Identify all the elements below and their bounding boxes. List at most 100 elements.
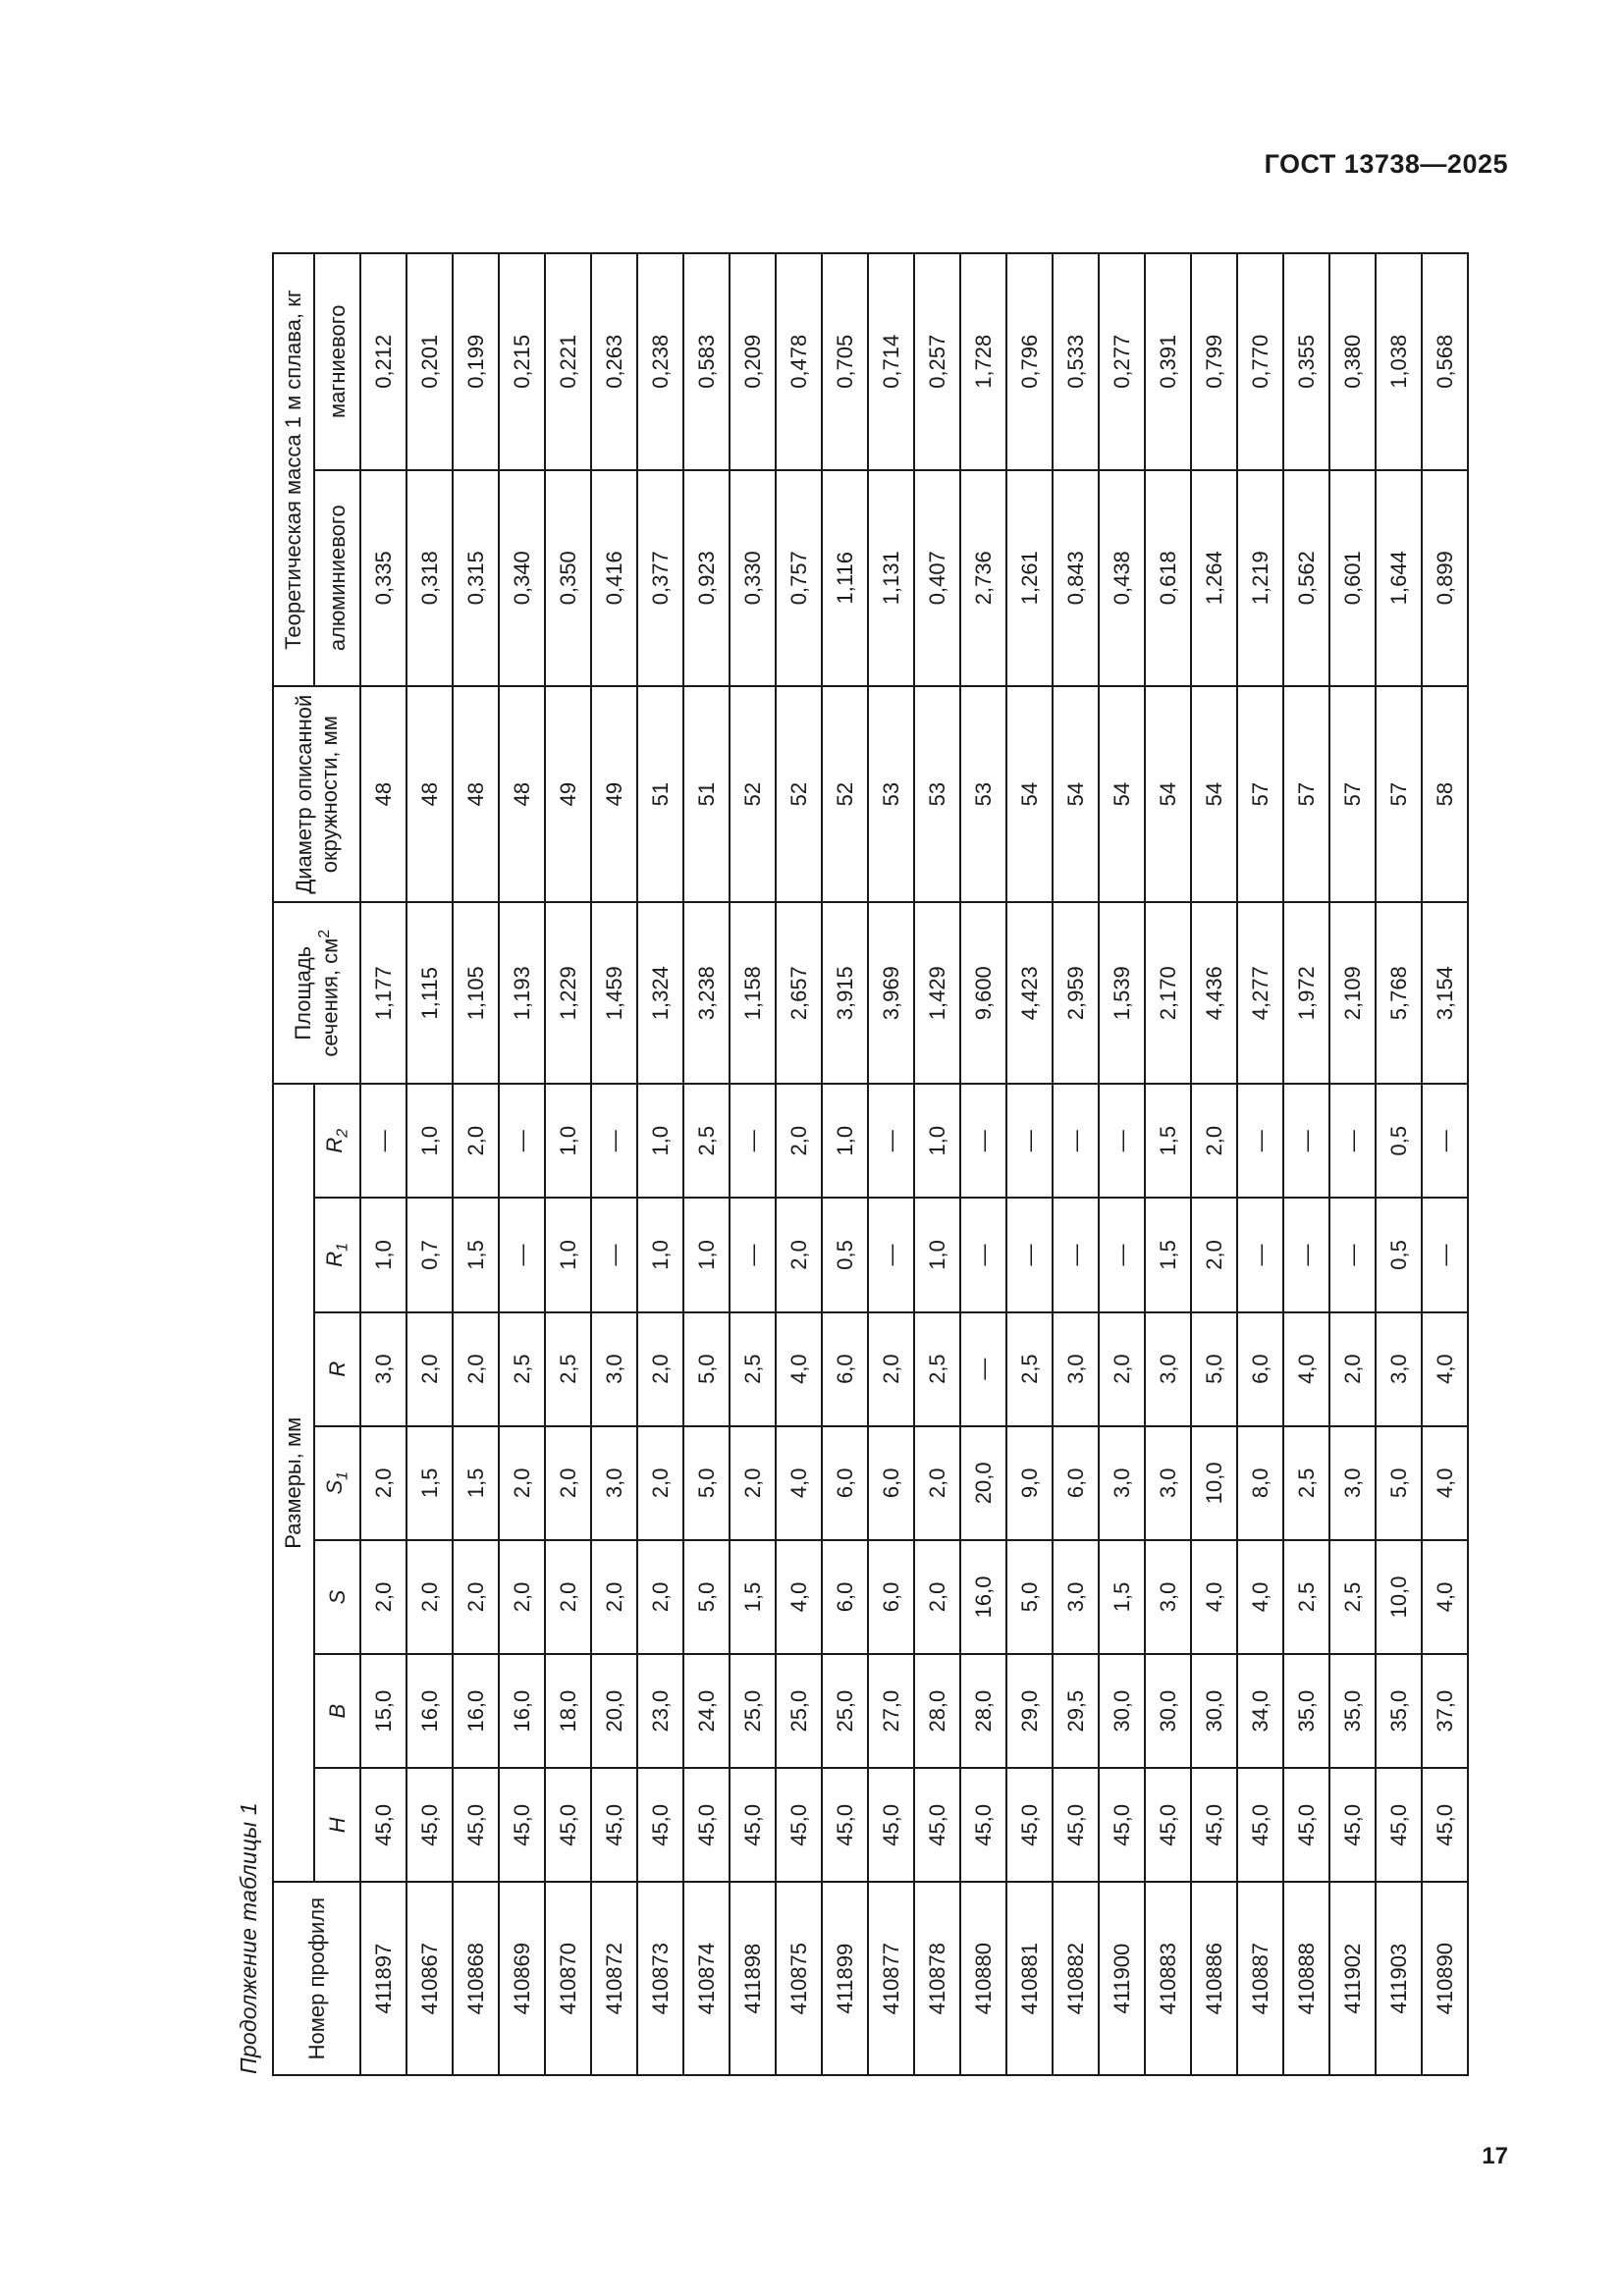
cell-R: 3,0 (1053, 1311, 1100, 1426)
standard-header: ГОСТ 13738—2025 (1264, 149, 1508, 179)
cell-S: 4,0 (1237, 1539, 1284, 1654)
cell-H: 45,0 (1376, 1767, 1423, 1882)
cell-R1: 1,0 (545, 1197, 592, 1312)
cell-B: 34,0 (1237, 1653, 1284, 1768)
cell-diameter: 48 (453, 685, 500, 902)
page-number: 17 (1482, 2143, 1508, 2169)
cell-mass-aluminium: 1,219 (1237, 469, 1284, 686)
cell-R2: — (868, 1083, 915, 1198)
cell-S1: 1,5 (453, 1425, 500, 1540)
cell-mass-aluminium: 0,407 (914, 469, 961, 686)
cell-diameter: 52 (730, 685, 777, 902)
cell-R: 2,5 (914, 1311, 961, 1426)
cell-profile-number: 410869 (499, 1881, 546, 2075)
cell-diameter: 57 (1329, 685, 1377, 902)
cell-mass-magnesium: 0,478 (776, 252, 823, 470)
cell-R: 5,0 (683, 1311, 731, 1426)
cell-B: 16,0 (453, 1653, 500, 1768)
cell-R1: — (1422, 1197, 1469, 1312)
cell-R: 3,0 (591, 1311, 638, 1426)
cell-S: 16,0 (960, 1539, 1007, 1654)
cell-B: 18,0 (545, 1653, 592, 1768)
cell-R1: — (1329, 1197, 1377, 1312)
cell-diameter: 54 (1053, 685, 1100, 902)
cell-B: 20,0 (591, 1653, 638, 1768)
cell-R1: — (730, 1197, 777, 1312)
header-row-1: Номер профиля Размеры, мм Площадь сечения… (273, 252, 361, 2075)
table-caption: Продолжение таблицы 1 (236, 1801, 261, 2074)
header-dim-S1: S1 (313, 1425, 361, 1540)
table-row: 411902 45,0 35,0 2,5 3,0 2,0— —2,109 57 0,601 0,3… (1329, 252, 1377, 2075)
cell-B: 25,0 (776, 1653, 823, 1768)
cell-profile-number: 410873 (637, 1881, 684, 2075)
cell-area: 3,238 (683, 901, 731, 1084)
cell-R: — (960, 1311, 1007, 1426)
cell-H: 45,0 (360, 1767, 407, 1882)
cell-profile-number: 410875 (776, 1881, 823, 2075)
cell-mass-aluminium: 0,335 (360, 469, 407, 686)
cell-R2: 1,0 (406, 1083, 454, 1198)
cell-R1: 1,0 (360, 1197, 407, 1312)
cell-mass-aluminium: 1,261 (1006, 469, 1054, 686)
cell-H: 45,0 (914, 1767, 961, 1882)
cell-R: 3,0 (1145, 1311, 1192, 1426)
header-area: Площадь сечения, см2 (273, 901, 361, 1084)
cell-S1: 3,0 (591, 1425, 638, 1540)
cell-H: 45,0 (406, 1767, 454, 1882)
cell-profile-number: 410867 (406, 1881, 454, 2075)
cell-profile-number: 410887 (1237, 1881, 1284, 2075)
cell-area: 2,109 (1329, 901, 1377, 1084)
cell-mass-aluminium: 0,923 (683, 469, 731, 686)
cell-R2: — (591, 1083, 638, 1198)
cell-R2: 1,0 (545, 1083, 592, 1198)
cell-R1: 2,0 (1191, 1197, 1238, 1312)
cell-mass-magnesium: 0,221 (545, 252, 592, 470)
cell-H: 45,0 (1053, 1767, 1100, 1882)
header-mass-group: Теоретическая масса 1 м сплава, кг (273, 252, 314, 686)
cell-mass-magnesium: 1,728 (960, 252, 1007, 470)
cell-R2: — (360, 1083, 407, 1198)
cell-R: 4,0 (1283, 1311, 1330, 1426)
cell-mass-magnesium: 0,714 (868, 252, 915, 470)
cell-mass-aluminium: 0,318 (406, 469, 454, 686)
cell-R2: — (730, 1083, 777, 1198)
cell-R2: — (1329, 1083, 1377, 1198)
cell-R2: 0,5 (1376, 1083, 1423, 1198)
cell-B: 16,0 (499, 1653, 546, 1768)
cell-S1: 3,0 (1145, 1425, 1192, 1540)
cell-mass-magnesium: 0,277 (1099, 252, 1146, 470)
cell-R2: 1,0 (914, 1083, 961, 1198)
cell-profile-number: 410881 (1006, 1881, 1054, 2075)
cell-R2: — (1237, 1083, 1284, 1198)
cell-diameter: 57 (1237, 685, 1284, 902)
cell-R: 2,5 (499, 1311, 546, 1426)
cell-S: 1,5 (730, 1539, 777, 1654)
cell-profile-number: 411903 (1376, 1881, 1423, 2075)
cell-mass-magnesium: 0,796 (1006, 252, 1054, 470)
cell-B: 30,0 (1099, 1653, 1146, 1768)
cell-mass-magnesium: 1,038 (1376, 252, 1423, 470)
cell-mass-aluminium: 0,330 (730, 469, 777, 686)
cell-mass-aluminium: 0,350 (545, 469, 592, 686)
cell-S1: 9,0 (1006, 1425, 1054, 1540)
cell-diameter: 49 (545, 685, 592, 902)
cell-R: 4,0 (776, 1311, 823, 1426)
cell-mass-aluminium: 0,438 (1099, 469, 1146, 686)
cell-area: 1,539 (1099, 901, 1146, 1084)
cell-S: 2,0 (591, 1539, 638, 1654)
cell-S1: 2,0 (545, 1425, 592, 1540)
cell-profile-number: 411897 (360, 1881, 407, 2075)
table-row: 410872 45,0 20,0 2,0 3,0 3,0— —1,459 49 0,416 0,2… (591, 252, 638, 2075)
cell-R: 2,0 (406, 1311, 454, 1426)
cell-R1: 0,5 (1376, 1197, 1423, 1312)
cell-mass-magnesium: 0,568 (1422, 252, 1469, 470)
cell-B: 24,0 (683, 1653, 731, 1768)
table-row: 410878 45,0 28,0 2,0 2,0 2,5 1,0 1,0 1,429 53 0,40… (914, 252, 961, 2075)
cell-B: 27,0 (868, 1653, 915, 1768)
cell-diameter: 54 (1099, 685, 1146, 902)
cell-R1: 1,0 (914, 1197, 961, 1312)
cell-R: 2,0 (637, 1311, 684, 1426)
cell-R1: — (499, 1197, 546, 1312)
cell-diameter: 54 (1006, 685, 1054, 902)
cell-area: 2,959 (1053, 901, 1100, 1084)
